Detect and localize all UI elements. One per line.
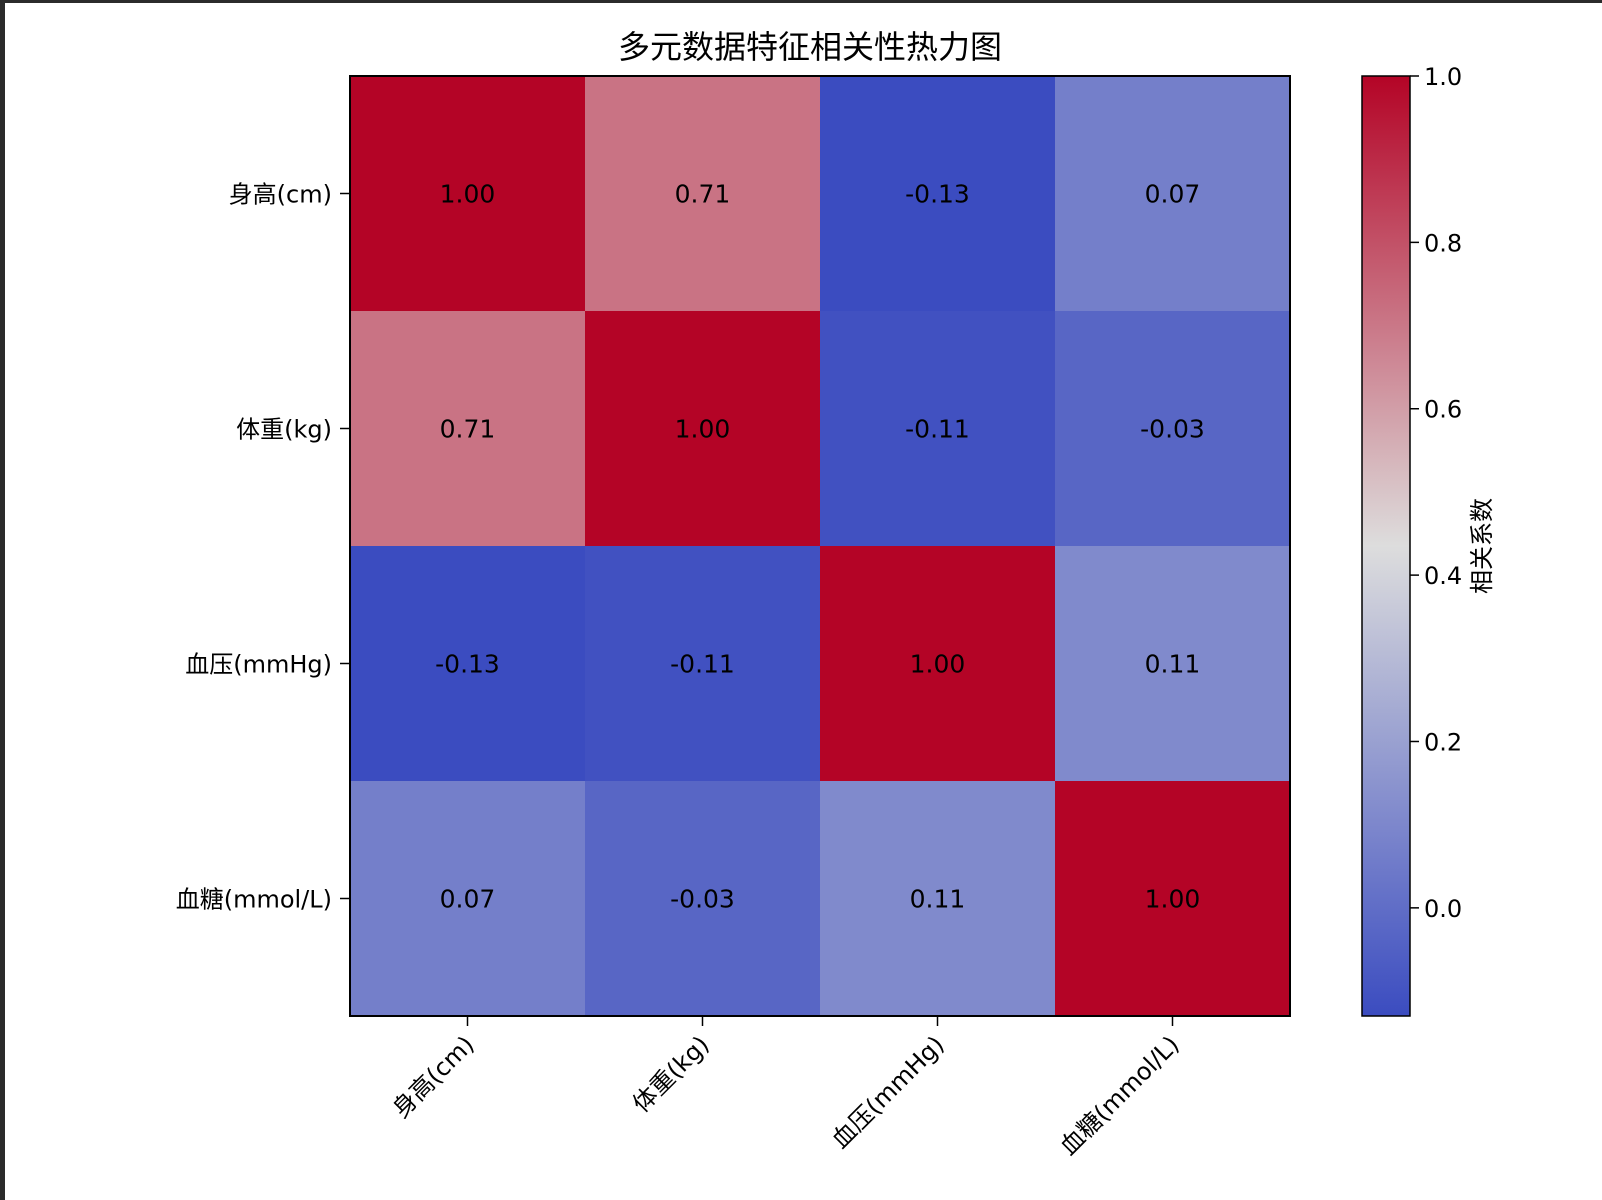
colorbar (1361, 75, 1411, 1017)
colorbar-tick-label: 0.6 (1424, 396, 1462, 424)
cell-value-label: 1.00 (675, 415, 731, 444)
heatmap-cell-2-3 (1055, 546, 1291, 782)
heatmap-cell-3-1 (585, 781, 821, 1017)
heatmap-cell-2-0 (350, 546, 586, 782)
colorbar-tick-label: 1.0 (1424, 63, 1462, 91)
cell-value-label: -0.11 (905, 415, 970, 444)
cell-value-label: -0.13 (435, 650, 500, 679)
x-tick-label: 血糖(mmol/L) (1054, 1030, 1184, 1160)
heatmap-cell-1-0 (350, 311, 586, 547)
cell-value-label: -0.03 (1140, 415, 1205, 444)
cell-value-label: 0.71 (675, 180, 731, 209)
colorbar-tick-label: 0.2 (1424, 728, 1462, 756)
chart-title: 多元数据特征相关性热力图 (618, 28, 1002, 66)
heatmap-cell-3-3 (1055, 781, 1291, 1017)
y-tick-label: 血糖(mmol/L) (176, 886, 332, 914)
x-tick-label: 血压(mmHg) (826, 1030, 950, 1154)
window-left-border (0, 0, 5, 1200)
colorbar-axis: 0.0 0.2 0.4 0.6 0.8 1.0 (1410, 63, 1462, 923)
heatmap-cell-0-1 (585, 76, 821, 312)
y-axis: 身高(cm) 体重(kg) 血压(mmHg) 血糖(mmol/L) (176, 181, 350, 914)
cell-value-label: 1.00 (440, 180, 496, 209)
cell-value-label: 0.11 (1145, 650, 1201, 679)
heatmap-cells: 1.00 0.71 -0.13 0.07 0.71 1.00 -0.11 -0.03 -0.13… (350, 76, 1291, 1017)
cell-value-label: 1.00 (1145, 885, 1201, 914)
heatmap-cell-0-3 (1055, 76, 1291, 312)
heatmap-cell-0-2 (820, 76, 1056, 312)
heatmap-cell-1-1 (585, 311, 821, 547)
y-tick-label: 血压(mmHg) (185, 651, 332, 679)
cell-value-label: -0.11 (670, 650, 735, 679)
colorbar-label: 相关系数 (1468, 498, 1496, 594)
cell-value-label: 0.07 (440, 885, 496, 914)
cell-value-label: -0.13 (905, 180, 970, 209)
cell-value-label: 0.71 (440, 415, 496, 444)
cell-value-label: 0.07 (1145, 180, 1201, 209)
cell-value-label: 0.11 (910, 885, 966, 914)
cell-value-label: 1.00 (910, 650, 966, 679)
x-axis: 身高(cm) 体重(kg) 血压(mmHg) 血糖(mmol/L) (387, 1016, 1185, 1161)
cell-value-label: -0.03 (670, 885, 735, 914)
y-tick-label: 体重(kg) (236, 416, 332, 444)
x-tick-label: 身高(cm) (387, 1030, 480, 1123)
heatmap-cell-0-0 (350, 76, 586, 312)
heatmap-cell-1-2 (820, 311, 1056, 547)
heatmap-cell-3-0 (350, 781, 586, 1017)
colorbar-tick-label: 0.8 (1424, 229, 1462, 257)
x-tick-label: 体重(kg) (627, 1030, 715, 1118)
heatmap-cell-2-2 (820, 546, 1056, 782)
heatmap-cell-2-1 (585, 546, 821, 782)
colorbar-tick-label: 0.0 (1424, 895, 1462, 923)
heatmap-cell-1-3 (1055, 311, 1291, 547)
heatmap-cell-3-2 (820, 781, 1056, 1017)
colorbar-tick-label: 0.4 (1424, 562, 1462, 590)
plot-frame (349, 75, 1291, 1017)
window-top-border (0, 0, 1602, 3)
y-tick-label: 身高(cm) (229, 181, 332, 209)
